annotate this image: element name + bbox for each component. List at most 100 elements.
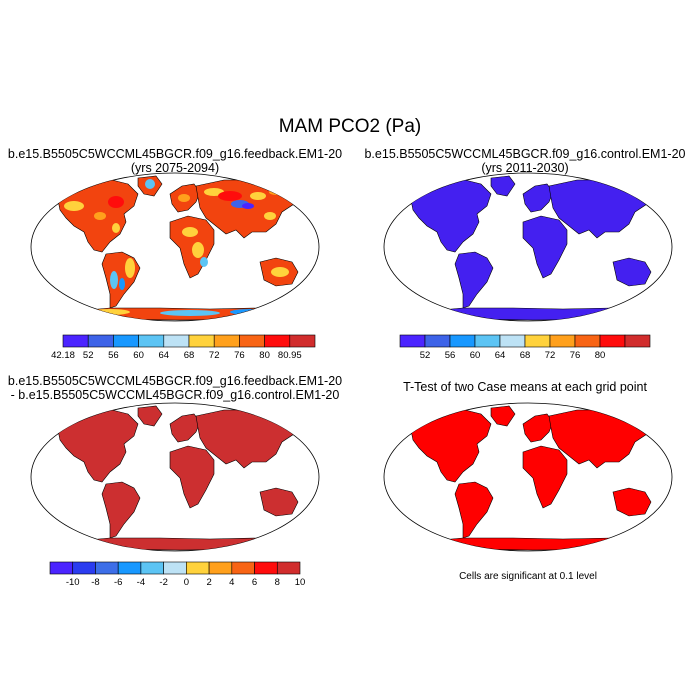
panel-2-title: b.e15.B5505C5WCCML45BGCR.f09_g16.control…	[350, 147, 700, 175]
colorbar-swatch	[499, 334, 526, 348]
field-patch	[112, 223, 120, 233]
main-title: MAM PCO2 (Pa)	[278, 116, 422, 137]
colorbar-tick-label: 42.18	[51, 350, 75, 361]
land-australia	[612, 257, 652, 287]
colorbar-swatch	[424, 334, 451, 348]
colorbar-swatch	[87, 334, 114, 348]
land-australia	[259, 487, 299, 517]
colorbar-tick-label: 10	[295, 577, 306, 588]
colorbar-swatch	[231, 561, 255, 575]
land-antarctica	[418, 537, 646, 551]
colorbar-swatch	[95, 561, 119, 575]
land-antarctica	[65, 537, 293, 551]
colorbar-tick-label: 60	[133, 350, 144, 361]
colorbar-tick-label: 52	[83, 350, 94, 361]
colorbar-swatch	[49, 561, 74, 575]
colorbar-swatch	[72, 561, 96, 575]
colorbar-tick-label: -4	[137, 577, 145, 588]
colorbar-swatch	[399, 334, 426, 348]
panel-2-title-line1: b.e15.B5505C5WCCML45BGCR.f09_g16.control…	[364, 147, 686, 161]
land-africa	[522, 445, 568, 509]
panel-3-title-line2: - b.e15.B5505C5WCCML45BGCR.f09_g16.contr…	[10, 388, 340, 402]
field-patch	[94, 212, 106, 220]
colorbar-feedback: 42.18 52 56 60 64 68 72 76 80 80.95	[51, 334, 316, 361]
field-patch	[250, 192, 266, 200]
colorbar-tick-label: 64	[495, 350, 506, 361]
map-panel-feedback	[30, 172, 320, 322]
colorbar-tick-label: 6	[252, 577, 257, 588]
land-south-america	[454, 251, 494, 309]
panel-4-title: T-Test of two Case means at each grid po…	[403, 380, 647, 394]
land-europe	[169, 413, 201, 443]
field-patch	[64, 201, 84, 211]
colorbar-tick-label: 72	[209, 350, 220, 361]
panel-3-title-line1: b.e15.B5505C5WCCML45BGCR.f09_g16.feedbac…	[7, 374, 343, 388]
colorbar-tick-label: 80.95	[278, 350, 302, 361]
colorbar-tick-label: 64	[159, 350, 170, 361]
colorbar-tick-label: 52	[420, 350, 431, 361]
colorbar-tick-label: 80	[259, 350, 270, 361]
map-panel-control	[383, 172, 673, 322]
colorbar-tick-label: 72	[545, 350, 556, 361]
colorbar-tick-label: 2	[206, 577, 211, 588]
colorbar-tick-label: 68	[184, 350, 195, 361]
colorbar-swatch	[186, 561, 210, 575]
colorbar-swatch	[163, 334, 190, 348]
colorbar-tick-label: 0	[184, 577, 189, 588]
map-panel-ttest	[383, 402, 673, 552]
colorbar-swatch	[113, 334, 139, 348]
colorbar-swatch	[239, 334, 265, 348]
colorbar-difference: -10 -8 -6 -4 -2 0 2 4 6 8 10	[49, 561, 306, 588]
colorbar-swatch	[474, 334, 501, 348]
colorbar-tick-label: -8	[91, 577, 99, 588]
colorbar-tick-label: -2	[159, 577, 167, 588]
colorbar-swatch	[140, 561, 164, 575]
field-patch	[204, 188, 224, 196]
colorbar-swatch	[264, 334, 291, 348]
colorbar-swatch	[449, 334, 476, 348]
land-europe	[522, 413, 554, 443]
land-greenland	[490, 405, 516, 427]
significance-note: Cells are significant at 0.1 level	[459, 571, 597, 582]
field-patch	[145, 179, 155, 189]
field-patch	[271, 267, 289, 277]
map-panel-difference	[30, 402, 320, 552]
colorbar-tick-label: -10	[66, 577, 80, 588]
panel-3-title: b.e15.B5505C5WCCML45BGCR.f09_g16.feedbac…	[0, 374, 350, 402]
colorbar-swatch	[188, 334, 215, 348]
panel-1-title-line1: b.e15.B5505C5WCCML45BGCR.f09_g16.feedbac…	[7, 147, 343, 161]
colorbar-tick-label: 76	[234, 350, 245, 361]
colorbar-swatch	[117, 561, 142, 575]
field-patch	[192, 242, 204, 258]
panel-1-title: b.e15.B5505C5WCCML45BGCR.f09_g16.feedbac…	[0, 147, 350, 175]
field-patch	[218, 191, 242, 201]
field-patch	[182, 227, 198, 237]
land-australia	[612, 487, 652, 517]
land-africa	[522, 215, 568, 279]
colorbar-tick-label: 76	[570, 350, 581, 361]
colorbar-swatch	[574, 334, 601, 348]
colorbar-tick-label: 68	[520, 350, 531, 361]
field-patch	[178, 194, 190, 202]
field-patch	[108, 196, 124, 208]
colorbar-swatch	[163, 561, 187, 575]
colorbar-swatch	[254, 561, 278, 575]
colorbar-tick-label: 8	[275, 577, 280, 588]
colorbar-swatch	[524, 334, 551, 348]
land-south-america	[454, 481, 494, 539]
field-patch	[160, 310, 220, 316]
colorbar-tick-label: 80	[595, 350, 606, 361]
land-europe	[522, 183, 554, 213]
colorbar-swatch	[549, 334, 576, 348]
panel-2-title-line2: (yrs 2011-2030)	[481, 161, 569, 175]
colorbar-swatch	[276, 561, 301, 575]
colorbar-swatch	[62, 334, 89, 348]
colorbar-swatch	[213, 334, 240, 348]
field-patch	[90, 309, 130, 315]
field-patch	[110, 271, 118, 289]
land-greenland	[137, 405, 163, 427]
field-patch	[264, 212, 276, 220]
colorbar-tick-label: -6	[114, 577, 122, 588]
field-patch	[200, 257, 208, 267]
colorbar-swatch	[289, 334, 316, 348]
